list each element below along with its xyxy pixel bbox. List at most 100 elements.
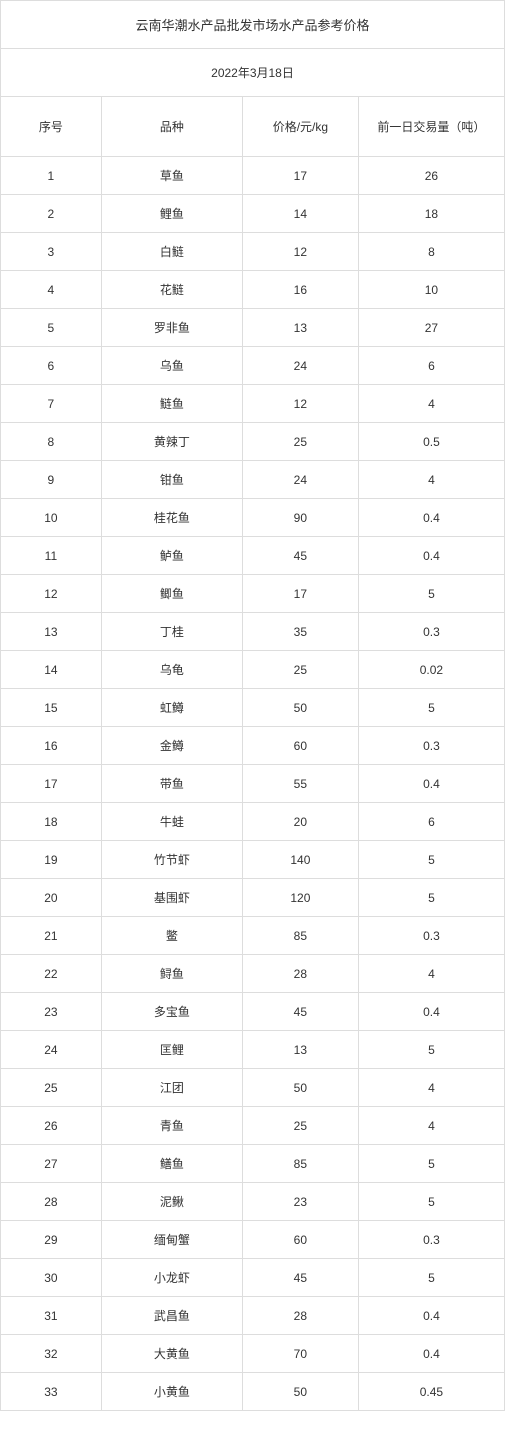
table-row: 32大黄鱼700.4 [1, 1335, 505, 1373]
cell-variety: 黄辣丁 [101, 423, 242, 461]
cell-volume: 0.4 [358, 765, 504, 803]
cell-price: 28 [242, 955, 358, 993]
price-table: 云南华潮水产品批发市场水产品参考价格 2022年3月18日 序号 品种 价格/元… [0, 0, 505, 1411]
cell-variety: 鲟鱼 [101, 955, 242, 993]
cell-variety: 江团 [101, 1069, 242, 1107]
cell-volume: 6 [358, 347, 504, 385]
cell-variety: 缅甸蟹 [101, 1221, 242, 1259]
cell-index: 5 [1, 309, 102, 347]
cell-variety: 鲈鱼 [101, 537, 242, 575]
cell-index: 26 [1, 1107, 102, 1145]
table-row: 24匡鲤135 [1, 1031, 505, 1069]
table-row: 2鲤鱼1418 [1, 195, 505, 233]
cell-price: 14 [242, 195, 358, 233]
cell-index: 9 [1, 461, 102, 499]
col-header-index: 序号 [1, 97, 102, 157]
cell-index: 25 [1, 1069, 102, 1107]
table-row: 17带鱼550.4 [1, 765, 505, 803]
table-row: 30小龙虾455 [1, 1259, 505, 1297]
cell-index: 27 [1, 1145, 102, 1183]
cell-variety: 鲫鱼 [101, 575, 242, 613]
cell-volume: 0.3 [358, 727, 504, 765]
cell-index: 13 [1, 613, 102, 651]
cell-index: 10 [1, 499, 102, 537]
cell-volume: 5 [358, 1259, 504, 1297]
col-header-volume: 前一日交易量（吨） [358, 97, 504, 157]
cell-index: 1 [1, 157, 102, 195]
cell-volume: 0.45 [358, 1373, 504, 1411]
cell-index: 28 [1, 1183, 102, 1221]
table-row: 1草鱼1726 [1, 157, 505, 195]
table-row: 15虹鳟505 [1, 689, 505, 727]
cell-price: 16 [242, 271, 358, 309]
cell-index: 19 [1, 841, 102, 879]
cell-variety: 小黄鱼 [101, 1373, 242, 1411]
cell-price: 17 [242, 575, 358, 613]
cell-volume: 5 [358, 575, 504, 613]
cell-price: 50 [242, 689, 358, 727]
cell-variety: 基围虾 [101, 879, 242, 917]
table-row: 28泥鳅235 [1, 1183, 505, 1221]
cell-variety: 牛蛙 [101, 803, 242, 841]
cell-variety: 青鱼 [101, 1107, 242, 1145]
cell-variety: 钳鱼 [101, 461, 242, 499]
cell-volume: 0.3 [358, 917, 504, 955]
table-row: 27鳝鱼855 [1, 1145, 505, 1183]
cell-variety: 武昌鱼 [101, 1297, 242, 1335]
cell-variety: 花鲢 [101, 271, 242, 309]
cell-index: 32 [1, 1335, 102, 1373]
cell-price: 60 [242, 1221, 358, 1259]
cell-variety: 竹节虾 [101, 841, 242, 879]
cell-price: 45 [242, 993, 358, 1031]
table-row: 9钳鱼244 [1, 461, 505, 499]
col-header-variety: 品种 [101, 97, 242, 157]
table-row: 29缅甸蟹600.3 [1, 1221, 505, 1259]
cell-variety: 鳝鱼 [101, 1145, 242, 1183]
table-row: 13丁桂350.3 [1, 613, 505, 651]
cell-variety: 白鲢 [101, 233, 242, 271]
table-row: 10桂花鱼900.4 [1, 499, 505, 537]
table-row: 22鲟鱼284 [1, 955, 505, 993]
cell-index: 8 [1, 423, 102, 461]
cell-price: 50 [242, 1069, 358, 1107]
cell-index: 4 [1, 271, 102, 309]
cell-index: 2 [1, 195, 102, 233]
cell-price: 25 [242, 423, 358, 461]
cell-volume: 5 [358, 841, 504, 879]
cell-index: 14 [1, 651, 102, 689]
table-row: 25江团504 [1, 1069, 505, 1107]
table-row: 33小黄鱼500.45 [1, 1373, 505, 1411]
cell-volume: 0.5 [358, 423, 504, 461]
cell-variety: 金鳟 [101, 727, 242, 765]
cell-index: 29 [1, 1221, 102, 1259]
table-row: 21鳖850.3 [1, 917, 505, 955]
cell-variety: 大黄鱼 [101, 1335, 242, 1373]
cell-volume: 5 [358, 1031, 504, 1069]
cell-volume: 6 [358, 803, 504, 841]
cell-index: 23 [1, 993, 102, 1031]
cell-price: 50 [242, 1373, 358, 1411]
table-row: 3白鲢128 [1, 233, 505, 271]
table-row: 20基围虾1205 [1, 879, 505, 917]
cell-volume: 0.4 [358, 993, 504, 1031]
cell-index: 20 [1, 879, 102, 917]
cell-index: 18 [1, 803, 102, 841]
cell-variety: 鲤鱼 [101, 195, 242, 233]
table-row: 12鲫鱼175 [1, 575, 505, 613]
cell-variety: 丁桂 [101, 613, 242, 651]
table-row: 26青鱼254 [1, 1107, 505, 1145]
cell-volume: 0.3 [358, 1221, 504, 1259]
date-row: 2022年3月18日 [1, 49, 505, 97]
cell-variety: 多宝鱼 [101, 993, 242, 1031]
cell-price: 70 [242, 1335, 358, 1373]
cell-variety: 罗非鱼 [101, 309, 242, 347]
cell-variety: 乌龟 [101, 651, 242, 689]
cell-volume: 4 [358, 461, 504, 499]
cell-index: 3 [1, 233, 102, 271]
cell-index: 21 [1, 917, 102, 955]
cell-price: 140 [242, 841, 358, 879]
cell-price: 90 [242, 499, 358, 537]
table-row: 19竹节虾1405 [1, 841, 505, 879]
cell-volume: 5 [358, 689, 504, 727]
cell-price: 12 [242, 385, 358, 423]
